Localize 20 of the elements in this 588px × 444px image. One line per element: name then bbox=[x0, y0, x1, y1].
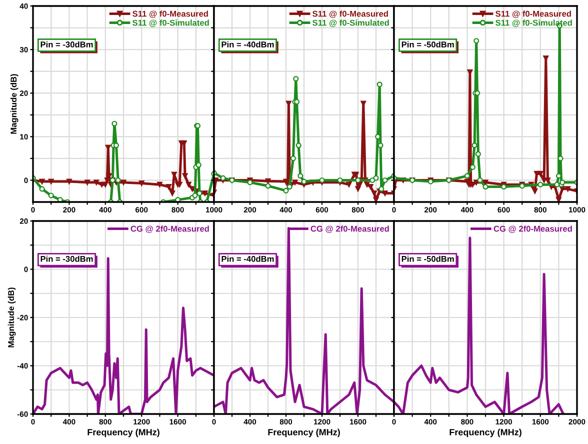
annotation: Pin = -50dBm bbox=[402, 256, 454, 262]
annotation: Pin = -50dBm bbox=[402, 41, 454, 48]
x-axis-title: Frequency (MHz) bbox=[450, 428, 522, 438]
annotation: Pin = -30dBm bbox=[40, 256, 93, 262]
legend-label: CG @ 2f0-Measured bbox=[494, 226, 572, 233]
legend-label: CG @ 2f0-Measured bbox=[130, 226, 209, 233]
annotation: Pin = -40dBm bbox=[222, 41, 274, 48]
legend-label: S11 @ f0-Measured bbox=[496, 10, 571, 18]
y-axis-title: Magnitude (dB) bbox=[10, 74, 18, 134]
legend-label: S11 @ f0-Measured bbox=[132, 10, 208, 18]
legend-label: S11 @ f0-Simulated bbox=[312, 20, 389, 27]
annotation: Pin = -30dBm bbox=[40, 41, 93, 48]
legend-label: S11 @ f0-Measured bbox=[312, 10, 388, 18]
annotation: Pin = -40dBm bbox=[222, 256, 274, 262]
legend-label: CG @ 2f0-Measured bbox=[310, 226, 389, 233]
legend-label: S11 @ f0-Simulated bbox=[496, 20, 572, 27]
legend-label: S11 @ f0-Simulated bbox=[132, 20, 209, 27]
x-axis-title: Frequency (MHz) bbox=[88, 428, 160, 438]
x-axis-title: Frequency (MHz) bbox=[268, 428, 340, 438]
y-axis-title: Magnitude (dB) bbox=[8, 288, 16, 348]
